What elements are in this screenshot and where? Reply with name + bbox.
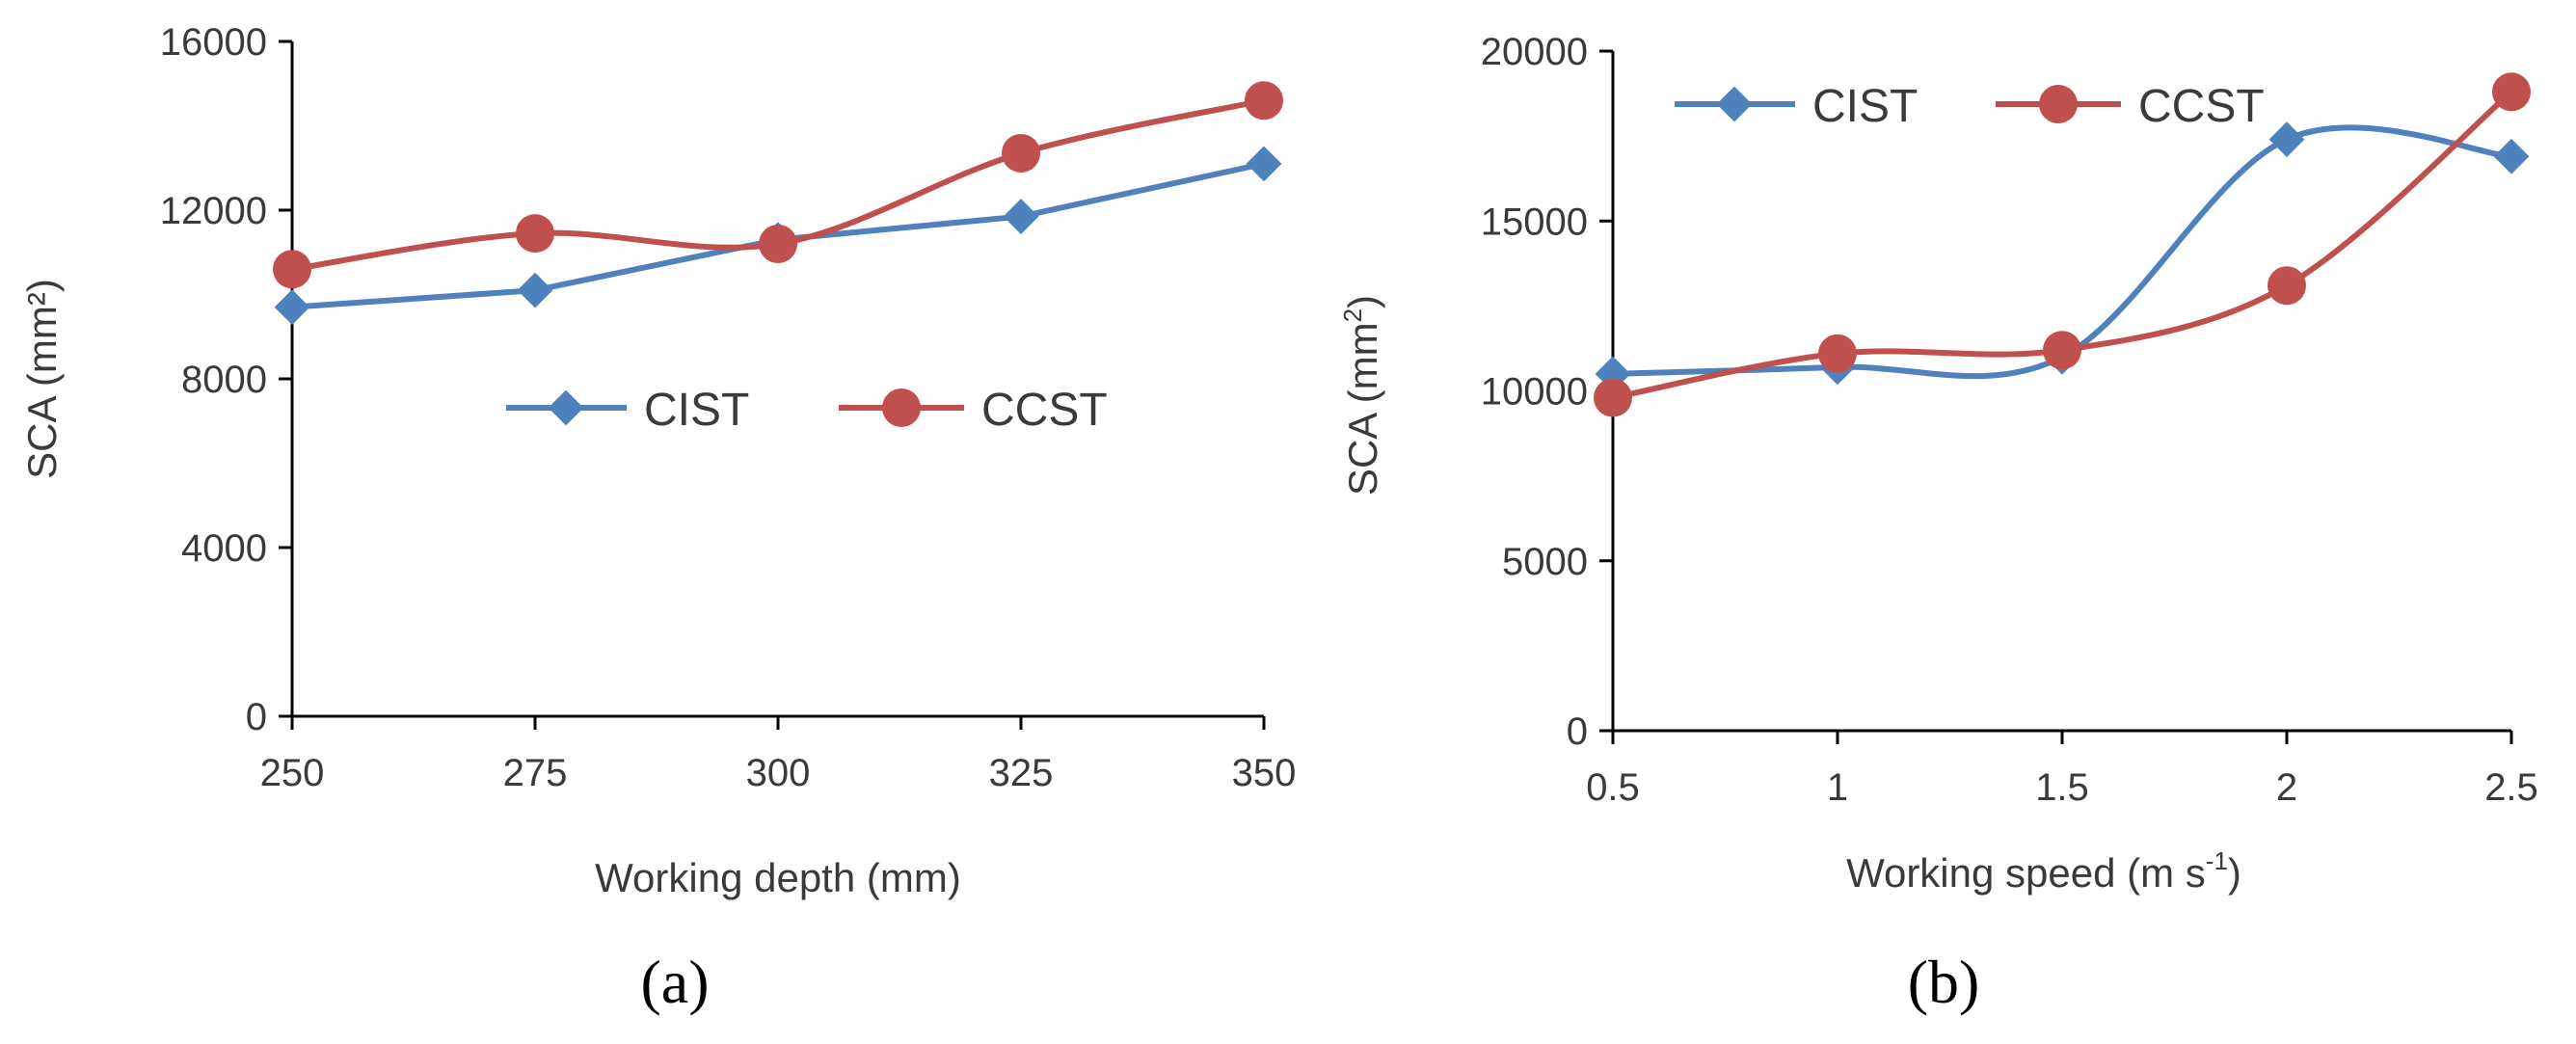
point-b-cist-3 <box>2268 121 2305 158</box>
point-a-ccst-1 <box>516 214 554 254</box>
legend-a-cist-label: CIST <box>644 385 749 436</box>
y-tick-label-a-0: 0 <box>246 696 267 738</box>
y-tick-label-b-1: 5000 <box>1502 541 1588 583</box>
y-tick-label-a-3: 12000 <box>160 190 267 232</box>
y-tick-label-b-3: 15000 <box>1481 201 1588 243</box>
x-tick-label-b-0: 0.5 <box>1586 766 1640 809</box>
legend-a: CIST CCST <box>506 385 1108 436</box>
x-tick-label-a-3: 325 <box>989 752 1054 794</box>
x-tick-label-b-4: 2.5 <box>2484 766 2538 809</box>
point-a-cist-1 <box>517 272 553 308</box>
legend-a-ccst-label: CCST <box>981 385 1108 436</box>
point-a-ccst-3 <box>1002 133 1040 173</box>
panel-label-a: (a) <box>640 948 709 1016</box>
point-b-ccst-3 <box>2267 266 2306 306</box>
y-tick-label-b-2: 10000 <box>1481 371 1588 414</box>
point-b-cist-4 <box>2493 138 2530 174</box>
x-axis-label-b-end: ) <box>2228 850 2241 896</box>
x-tick-label-a-4: 350 <box>1232 752 1297 794</box>
legend-a-cist-marker <box>548 389 584 426</box>
point-b-ccst-4 <box>2492 72 2531 112</box>
y-axis-label-b-sup: 2 <box>1338 308 1367 322</box>
y-tick-label-a-2: 8000 <box>181 359 267 401</box>
x-tick-label-b-1: 1 <box>1827 766 1848 809</box>
x-axis-label-b-sup: -1 <box>2206 846 2228 875</box>
point-a-ccst-0 <box>273 250 311 289</box>
x-tick-label-a-2: 300 <box>746 752 811 794</box>
x-ticks-b: 0.5 1 1.5 2 2.5 <box>1586 731 2538 809</box>
y-tick-label-a-1: 4000 <box>181 527 267 570</box>
x-tick-label-a-0: 250 <box>260 752 325 794</box>
x-tick-label-b-2: 1.5 <box>2035 766 2089 809</box>
x-ticks-a: 250 275 300 325 350 <box>260 716 1297 794</box>
y-axis-label-b: SCA (mm2) <box>1338 295 1385 495</box>
legend-b-cist-label: CIST <box>1812 81 1918 132</box>
y-tick-label-a-4: 16000 <box>160 21 267 64</box>
legend-b-cist-marker <box>1716 86 1753 122</box>
y-tick-label-b-0: 0 <box>1567 710 1588 753</box>
point-a-cist-3 <box>1003 199 1039 234</box>
point-a-cist-4 <box>1246 146 1282 182</box>
point-a-cist-0 <box>274 289 310 326</box>
panel-label-b: (b) <box>1908 948 1980 1016</box>
legend-b: CIST CCST <box>1675 81 2265 132</box>
y-tick-label-b-4: 20000 <box>1481 31 1588 73</box>
series-a <box>273 81 1283 326</box>
y-ticks-a: 0 4000 8000 12000 16000 <box>160 21 292 738</box>
point-a-ccst-2 <box>759 225 797 263</box>
legend-b-ccst-label: CCST <box>2138 81 2265 132</box>
y-axis-label-b-end: ) <box>1340 295 1385 308</box>
legend-a-ccst-marker <box>882 388 921 427</box>
x-axis-label-b-main: Working speed (m s <box>1846 850 2206 896</box>
chart-a: 0 4000 8000 12000 16000 250 275 300 325 350 SCA … <box>19 21 1296 1016</box>
legend-b-ccst-marker <box>2039 85 2078 123</box>
point-a-ccst-4 <box>1245 81 1283 120</box>
x-axis-label-b: Working speed (m s-1) <box>1846 846 2241 896</box>
chart-b: 0 5000 10000 15000 20000 0.5 1 1.5 2 2.5 SCA (mm… <box>1338 31 2538 1016</box>
point-b-ccst-1 <box>1818 334 1857 373</box>
point-b-ccst-2 <box>2043 331 2081 370</box>
series-b <box>1594 72 2531 417</box>
y-axis-label-a: SCA (mm²) <box>19 279 65 479</box>
x-tick-label-a-1: 275 <box>503 752 568 794</box>
y-ticks-b: 0 5000 10000 15000 20000 <box>1481 31 1613 753</box>
x-tick-label-b-3: 2 <box>2276 766 2297 809</box>
y-axis-label-b-main: SCA (mm <box>1340 322 1385 495</box>
x-axis-label-a: Working depth (mm) <box>595 855 961 900</box>
point-b-ccst-0 <box>1594 378 1632 417</box>
